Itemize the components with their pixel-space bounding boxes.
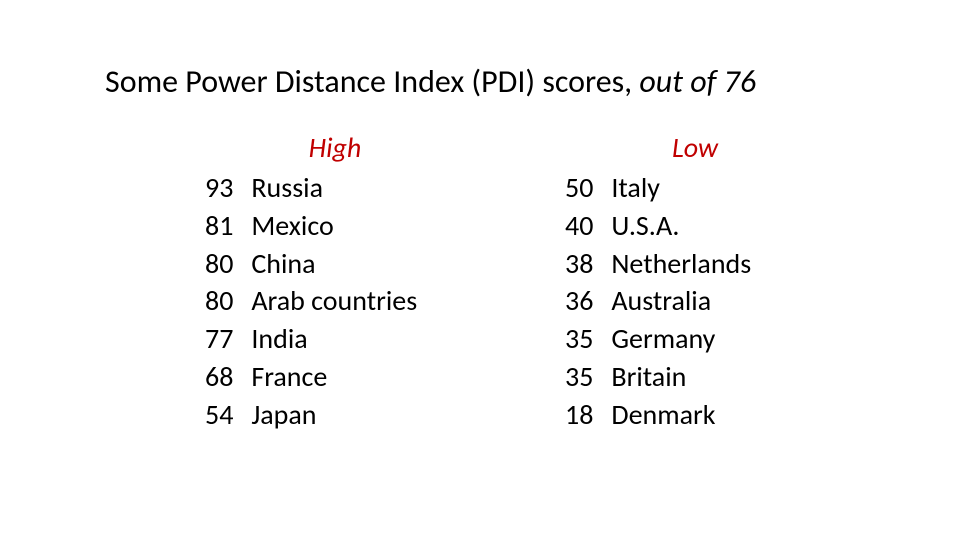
entry-country: Italy <box>611 170 660 205</box>
columns-container: High 93 Russia 81 Mexico 80 China 80 Ara… <box>205 130 825 434</box>
entry-score: 18 <box>565 396 605 434</box>
list-item: 38 Netherlands <box>565 245 825 283</box>
entry-score: 68 <box>205 358 245 396</box>
list-item: 77 India <box>205 320 465 358</box>
entry-score: 38 <box>565 245 605 283</box>
entry-score: 35 <box>565 320 605 358</box>
entry-score: 93 <box>205 169 245 207</box>
column-low: Low 50 Italy 40 U.S.A. 38 Netherlands 36… <box>565 130 825 434</box>
list-item: 50 Italy <box>565 169 825 207</box>
entry-score: 50 <box>565 169 605 207</box>
list-item: 35 Britain <box>565 358 825 396</box>
list-item: 81 Mexico <box>205 207 465 245</box>
entry-country: Mexico <box>251 208 333 243</box>
title-prefix: Some Power Distance Index (PDI) scores, <box>105 62 639 101</box>
entry-score: 77 <box>205 320 245 358</box>
list-item: 68 France <box>205 358 465 396</box>
entry-country: China <box>251 246 315 281</box>
list-item: 93 Russia <box>205 169 465 207</box>
list-item: 80 China <box>205 245 465 283</box>
column-high-header: High <box>205 130 465 165</box>
entry-country: Germany <box>611 321 715 356</box>
entry-score: 40 <box>565 207 605 245</box>
list-item: 80 Arab countries <box>205 282 465 320</box>
page-title: Some Power Distance Index (PDI) scores, … <box>105 62 756 101</box>
entry-country: India <box>251 321 307 356</box>
list-item: 40 U.S.A. <box>565 207 825 245</box>
list-item: 35 Germany <box>565 320 825 358</box>
title-suffix: out of 76 <box>639 62 756 101</box>
list-item: 36 Australia <box>565 282 825 320</box>
entry-country: France <box>251 359 327 394</box>
entry-score: 81 <box>205 207 245 245</box>
entry-country: Japan <box>251 397 316 432</box>
entry-score: 36 <box>565 282 605 320</box>
entry-country: U.S.A. <box>611 208 679 243</box>
column-low-header: Low <box>565 130 825 165</box>
entry-country: Britain <box>611 359 686 394</box>
list-item: 18 Denmark <box>565 396 825 434</box>
entry-score: 35 <box>565 358 605 396</box>
entry-score: 80 <box>205 282 245 320</box>
entry-country: Denmark <box>611 397 715 432</box>
entry-country: Arab countries <box>251 283 417 318</box>
entry-country: Netherlands <box>611 246 751 281</box>
entry-country: Australia <box>611 283 711 318</box>
list-item: 54 Japan <box>205 396 465 434</box>
column-high: High 93 Russia 81 Mexico 80 China 80 Ara… <box>205 130 465 434</box>
entry-score: 80 <box>205 245 245 283</box>
entry-score: 54 <box>205 396 245 434</box>
entry-country: Russia <box>251 170 323 205</box>
